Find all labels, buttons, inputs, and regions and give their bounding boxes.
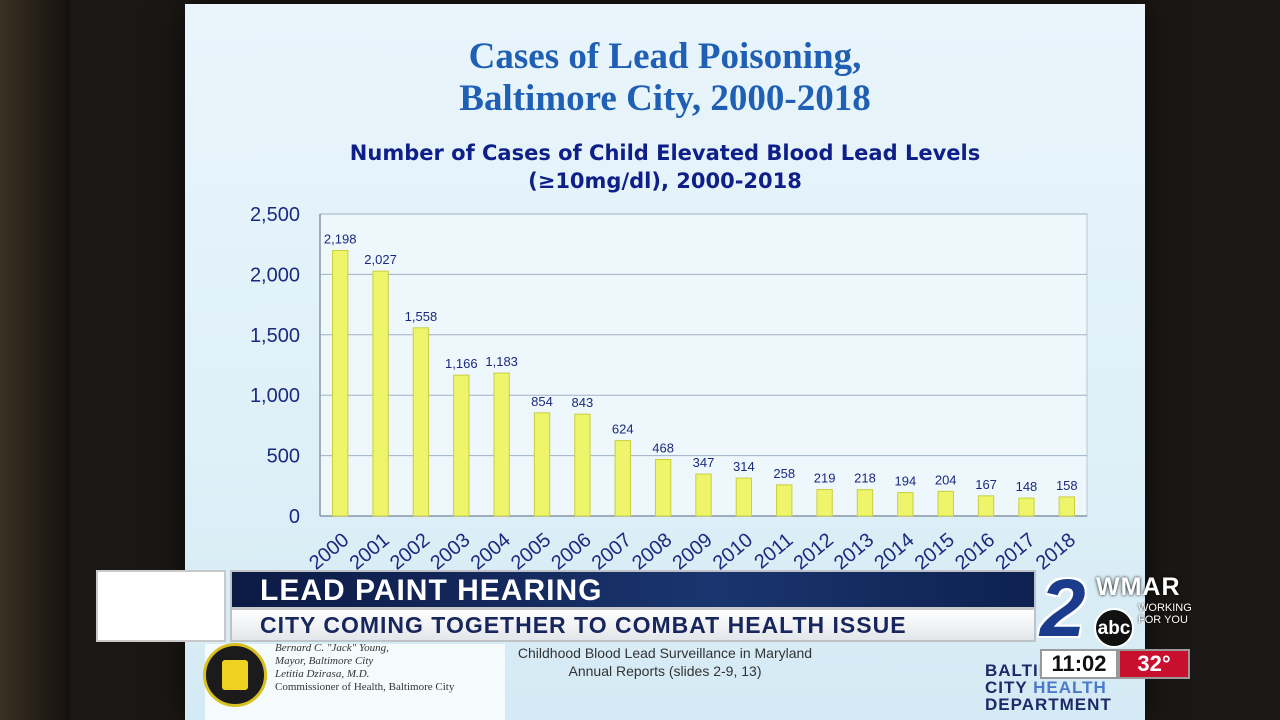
- bar: [897, 492, 914, 517]
- x-tick-label: 2006: [547, 529, 595, 574]
- station-call-letters: WMAR: [1096, 573, 1181, 601]
- data-label: 148: [1016, 479, 1038, 494]
- time-display: 11:02: [1040, 649, 1118, 679]
- lower-third-subline-bar: [232, 610, 1034, 640]
- dept-city: CITY: [985, 678, 1028, 697]
- y-tick-label: 1,000: [250, 385, 300, 407]
- plot-area: [319, 213, 1088, 517]
- bar: [735, 477, 753, 517]
- data-source: Childhood Blood Lead Surveillance in Mar…: [485, 644, 845, 680]
- lower-third-divider: [232, 607, 1034, 610]
- x-tick-label: 2003: [426, 529, 474, 574]
- slide-title-line1: Cases of Lead Poisoning,: [468, 36, 862, 77]
- data-label: 2,027: [364, 252, 397, 267]
- dept-line3: DEPARTMENT: [985, 695, 1112, 714]
- x-tick-label: 2014: [870, 529, 918, 574]
- bar: [776, 484, 793, 517]
- source-line2: Annual Reports (slides 2-9, 13): [568, 663, 762, 679]
- room-wall: [0, 0, 70, 720]
- bar: [937, 490, 954, 517]
- bar: [856, 489, 874, 517]
- bar: [412, 327, 430, 517]
- data-label: 219: [814, 471, 836, 486]
- y-tick-label: 500: [267, 446, 300, 468]
- bar: [977, 495, 995, 517]
- tagline-line1: WORKING: [1138, 602, 1192, 614]
- data-label: 624: [612, 422, 634, 437]
- lower-third-headline-bar: [232, 572, 1034, 608]
- data-label: 1,558: [405, 309, 438, 324]
- data-label: 2,198: [324, 231, 357, 246]
- data-label: 158: [1056, 478, 1078, 493]
- source-line1: Childhood Blood Lead Surveillance in Mar…: [517, 645, 813, 661]
- data-label: 1,183: [485, 354, 518, 369]
- data-label: 204: [935, 472, 957, 487]
- data-label: 194: [894, 474, 916, 489]
- lower-third-headline: LEAD PAINT HEARING: [260, 574, 603, 607]
- temperature-display: 32°: [1118, 649, 1190, 679]
- y-tick-label: 2,500: [250, 204, 300, 226]
- bar: [1018, 497, 1035, 517]
- bar-chart: 0 500 1,000 1,500 2,000 2,500 2,198 2000 2,027 20…: [250, 204, 1088, 574]
- x-tick-label: 2010: [709, 529, 757, 574]
- data-label: 347: [693, 455, 715, 470]
- y-tick-label: 0: [289, 506, 300, 528]
- x-tick-label: 2000: [305, 529, 353, 574]
- data-label: 314: [733, 459, 755, 474]
- x-tick-label: 2002: [386, 529, 434, 574]
- slide-title-line2: Baltimore City, 2000-2018: [459, 78, 871, 119]
- data-label: 1,166: [445, 356, 478, 371]
- bar: [332, 249, 349, 517]
- commissioner-name: Letitia Dzirasa, M.D.: [275, 668, 370, 680]
- bar: [574, 413, 591, 517]
- x-tick-label: 2015: [911, 529, 959, 574]
- x-tick-label: 2016: [951, 529, 999, 574]
- y-tick-label: 2,000: [250, 264, 300, 286]
- x-tick-label: 2001: [346, 529, 394, 574]
- bar: [453, 374, 470, 517]
- x-tick-label: 2011: [750, 529, 797, 574]
- bar: [816, 489, 833, 517]
- data-label: 218: [854, 471, 876, 486]
- chart-subtitle-line2: (≥10mg/dl), 2000-2018: [528, 169, 802, 193]
- lower-third-subline: CITY COMING TOGETHER TO COMBAT HEALTH IS…: [260, 612, 907, 638]
- mayor-title: Mayor, Baltimore City: [275, 655, 374, 667]
- x-tick-label: 2004: [467, 529, 515, 574]
- bar: [493, 372, 510, 517]
- data-label: 843: [572, 395, 594, 410]
- x-tick-label: 2013: [830, 529, 878, 574]
- x-tick-label: 2012: [790, 529, 838, 574]
- x-tick-label: 2008: [628, 529, 676, 574]
- mayor-name: Bernard C. "Jack" Young,: [275, 642, 389, 654]
- city-seal-logo: [203, 643, 267, 707]
- chart-subtitle-line1: Number of Cases of Child Elevated Blood …: [349, 141, 981, 165]
- lower-third-white-panel: [96, 570, 226, 642]
- data-label: 167: [975, 477, 997, 492]
- officials-credit: Bernard C. "Jack" Young, Mayor, Baltimor…: [275, 642, 454, 694]
- abc-network-logo: abc: [1094, 608, 1134, 648]
- lower-third-frame: [230, 570, 1036, 642]
- data-label: 468: [652, 440, 674, 455]
- tagline-line2: FOR YOU: [1138, 614, 1188, 626]
- x-tick-label: 2007: [588, 529, 636, 574]
- x-tick-label: 2005: [507, 529, 555, 574]
- bar: [533, 412, 551, 517]
- x-tick-label: 2017: [991, 529, 1039, 574]
- bar: [695, 473, 712, 517]
- bar: [614, 440, 631, 517]
- data-label: 854: [531, 394, 553, 409]
- bar: [654, 458, 672, 517]
- bar: [1058, 496, 1075, 517]
- dept-health: HEALTH: [1033, 678, 1107, 697]
- data-label: 258: [773, 466, 795, 481]
- channel-number-logo: 2: [1040, 563, 1086, 654]
- bar: [372, 270, 389, 517]
- y-tick-label: 1,500: [250, 325, 300, 347]
- commissioner-title: Commissioner of Health, Baltimore City: [275, 681, 455, 693]
- station-tagline: WORKING FOR YOU: [1138, 602, 1192, 626]
- x-tick-label: 2009: [668, 529, 716, 574]
